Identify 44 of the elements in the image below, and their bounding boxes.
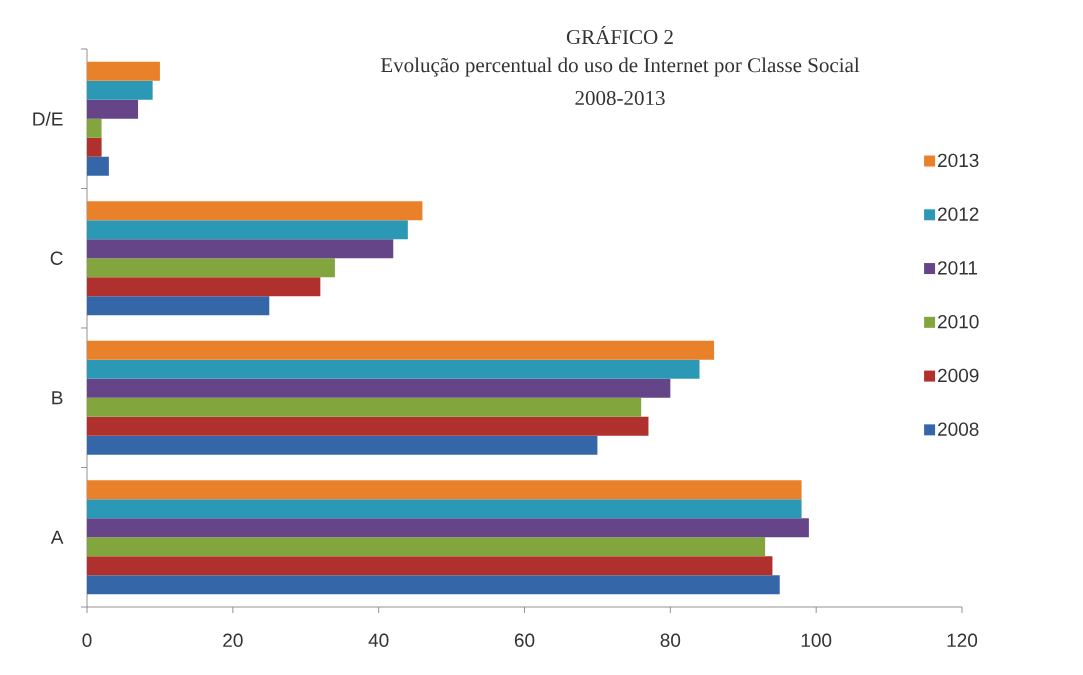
bar <box>87 156 109 176</box>
x-tick-label: 100 <box>801 633 832 647</box>
bar <box>87 397 642 417</box>
legend-label: 2013 <box>938 153 979 168</box>
bar <box>87 137 102 157</box>
x-tick-label: 40 <box>368 633 389 647</box>
bar <box>87 258 335 278</box>
bar <box>87 61 160 81</box>
legend-label: 2012 <box>938 207 979 221</box>
x-tick-label: 0 <box>82 633 92 647</box>
y-tick-label: C <box>50 251 63 265</box>
bar <box>87 80 153 100</box>
bar <box>87 118 102 138</box>
annotation: 2008-2013 <box>575 90 665 106</box>
bar <box>87 296 270 316</box>
bar <box>87 518 809 538</box>
y-tick-label: A <box>50 530 64 544</box>
x-tick-label: 20 <box>223 633 243 647</box>
bar <box>87 359 700 379</box>
bar <box>87 435 598 455</box>
bar <box>87 537 766 557</box>
bar <box>87 499 802 519</box>
y-tick-label: D/E <box>33 111 63 126</box>
chart-subtitle: Evolução percentual do uso de Internet por Classe Social <box>380 57 860 77</box>
y-tick-label: B <box>52 391 63 405</box>
legend-label: 2010 <box>938 314 979 329</box>
bar <box>87 220 408 240</box>
legend-label: 2008 <box>938 422 979 436</box>
bar <box>87 201 423 221</box>
x-tick-label: 60 <box>514 633 535 647</box>
bar <box>87 416 649 436</box>
bar <box>87 480 802 500</box>
bar <box>87 575 780 595</box>
x-tick-label: 120 <box>947 633 978 647</box>
chart-title: GRÁFICO 2 <box>566 25 673 45</box>
bar <box>87 340 715 360</box>
legend-label: 2009 <box>938 368 979 383</box>
legend-label: 2011 <box>938 261 977 275</box>
bar <box>87 556 773 576</box>
bar <box>87 239 394 259</box>
bar <box>87 277 321 297</box>
x-tick-label: 80 <box>660 633 681 647</box>
bar <box>87 378 671 398</box>
bar <box>87 99 139 119</box>
